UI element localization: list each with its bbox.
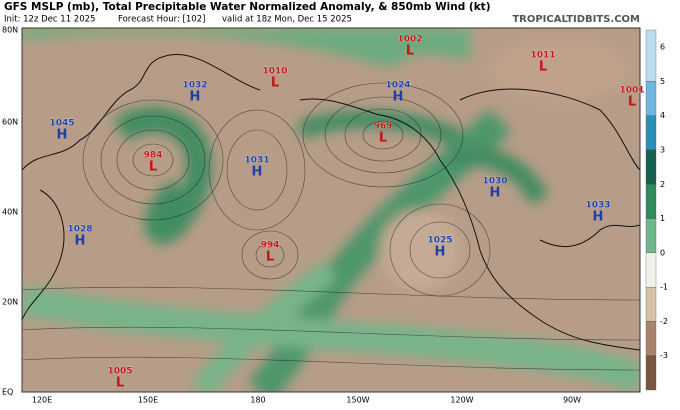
lon-label: 90W	[563, 396, 581, 405]
colorbar-label: 0	[660, 248, 665, 257]
center-pressure: 1032	[182, 81, 207, 91]
lon-label: 150E	[138, 396, 158, 405]
center-pressure: 1010	[262, 67, 287, 77]
center-letter: H	[252, 165, 263, 180]
colorbar-label: 6	[660, 43, 665, 52]
colorbar: 6 5 4 3 2 1 0 -1 -2 -3	[645, 29, 668, 391]
colorbar-label: -3	[660, 351, 668, 360]
colorbar-label: -2	[660, 317, 668, 326]
lon-label: 120W	[450, 396, 473, 405]
center-letter: L	[149, 160, 157, 175]
center-pressure: 1033	[585, 201, 610, 211]
colorbar-segment	[645, 184, 657, 219]
center-pressure: 1011	[530, 51, 555, 61]
colorbar-segment	[645, 355, 657, 391]
colorbar-label: 2	[660, 180, 665, 189]
center-pressure: 984	[144, 151, 163, 161]
init: Init: 12z Dec 11 2025	[4, 15, 95, 25]
center-letter: L	[628, 95, 636, 110]
colorbar-label: 3	[660, 146, 665, 155]
center-pressure: 994	[261, 241, 280, 251]
center-letter: L	[266, 250, 274, 265]
center-letter: H	[490, 186, 501, 201]
colorbar-label: 4	[660, 111, 665, 120]
center-letter: L	[379, 131, 387, 146]
lon-label: 150W	[346, 396, 369, 405]
center-pressure: 1002	[397, 35, 422, 45]
colorbar-segment	[645, 81, 657, 116]
center-letter: L	[271, 76, 279, 91]
lat-label: 60N	[2, 118, 18, 127]
colorbar-segment	[645, 149, 657, 185]
title: GFS MSLP (mb), Total Precipitable Water …	[4, 1, 491, 13]
colorbar-segment	[645, 286, 657, 322]
center-letter: H	[190, 90, 201, 105]
center-letter: H	[57, 128, 68, 143]
map-field	[22, 28, 640, 392]
center-pressure: 1028	[67, 225, 92, 235]
lat-label: 80N	[2, 26, 18, 35]
colorbar-segment	[645, 115, 657, 151]
center-letter: L	[406, 44, 414, 59]
lon-label: 120E	[32, 396, 52, 405]
lat-label: 40N	[2, 208, 18, 217]
lat-label: EQ	[2, 388, 13, 397]
colorbar-label: -1	[660, 283, 668, 292]
center-letter: L	[539, 60, 547, 75]
center-letter: H	[75, 234, 86, 249]
site: TROPICALTIDBITS.COM	[512, 14, 640, 25]
center-pressure: 1025	[427, 236, 452, 246]
center-letter: H	[593, 210, 604, 225]
lon-label: 180	[250, 396, 265, 405]
center-pressure: 1030	[482, 177, 507, 187]
center-letter: H	[393, 90, 404, 105]
map-frame	[21, 27, 641, 393]
center-pressure: 1031	[244, 156, 269, 166]
center-letter: L	[116, 376, 124, 391]
colorbar-label: 5	[660, 77, 665, 86]
colorbar-segment	[645, 321, 657, 356]
center-pressure: 1024	[385, 81, 410, 91]
center-pressure: 1001	[619, 86, 644, 96]
lat-label: 20N	[2, 298, 18, 307]
colorbar-label: 1	[660, 214, 665, 223]
center-pressure: 1045	[49, 119, 74, 129]
center-pressure: 969	[374, 122, 393, 132]
valid-time: valid at 18z Mon, Dec 15 2025	[222, 15, 352, 25]
colorbar-segment	[645, 218, 657, 254]
colorbar-segment	[645, 252, 657, 288]
center-letter: H	[435, 245, 446, 260]
forecast-hour: Forecast Hour: [102]	[118, 15, 205, 25]
center-pressure: 1005	[107, 367, 132, 377]
colorbar-segment	[645, 29, 657, 82]
